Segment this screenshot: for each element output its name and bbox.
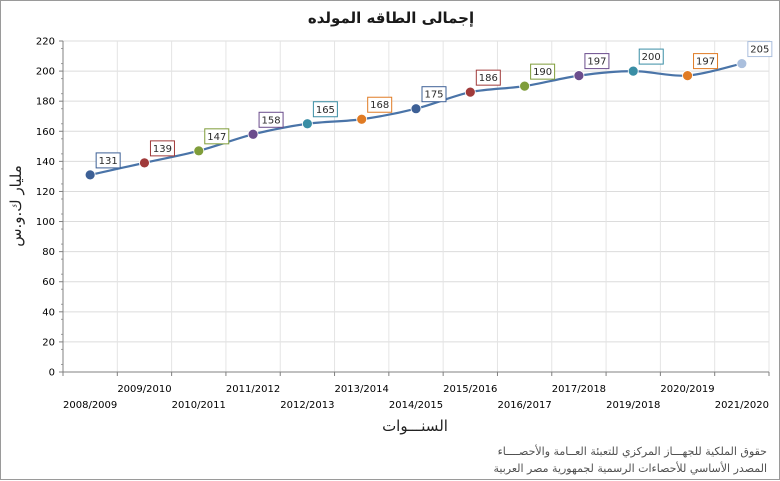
y-tick-label: 60 [42,277,55,288]
series [84,58,748,181]
data-point[interactable] [356,113,368,125]
x-axis-title: السنـــوات [382,417,448,435]
x-tick-label: 2009/2010 [117,384,171,395]
data-label-box [584,53,610,70]
source-note: المصدر الأساسي للأحصاءات الرسمية لجمهوري… [493,462,767,475]
data-label-box [367,96,393,113]
data-label: 131 [99,156,118,167]
data-label: 190 [533,67,552,78]
y-tick-label: 100 [36,217,55,228]
data-point[interactable] [84,169,96,181]
x-tick-label: 2021/2020 [715,400,769,411]
x-tick-label: 2011/2012 [226,384,280,395]
data-label: 197 [696,57,715,68]
data-point[interactable] [736,58,748,69]
x-tick-label: 2015/2016 [443,384,497,395]
x-tick-label: 2019/2018 [606,400,660,411]
data-label: 197 [587,57,606,68]
x-tick-label: 2012/2013 [280,400,334,411]
y-tick-label: 80 [42,247,55,258]
data-point[interactable] [519,80,531,92]
y-tick-label: 40 [42,307,55,318]
data-label-box [421,86,447,103]
data-label-box [693,53,719,70]
data-label: 186 [479,73,498,84]
data-label: 165 [316,105,335,116]
data-point[interactable] [464,86,476,98]
x-tick-label: 2017/2018 [552,384,606,395]
data-point[interactable] [627,65,639,77]
data-point[interactable] [682,70,693,82]
y-tick-label: 140 [36,157,55,168]
data-label: 205 [750,45,769,56]
copyright-note: حقوق الملكية للجهـــاز المركزي للتعبئة ا… [497,445,767,458]
x-tick-label: 2014/2015 [389,400,443,411]
data-label: 168 [370,100,389,111]
y-tick-label: 0 [49,368,55,379]
y-tick-label: 20 [42,337,55,348]
data-point[interactable] [573,70,585,82]
data-label-box [530,63,556,80]
y-tick-label: 120 [36,187,55,198]
data-point[interactable] [301,118,313,130]
data-label: 147 [207,132,226,143]
data-label: 200 [642,52,661,63]
data-point[interactable] [247,128,259,140]
data-label-box [475,69,501,86]
chart-title: إجمالى الطاقه المولده [308,9,474,27]
y-tick-label: 220 [36,37,55,48]
data-label-box [149,140,175,157]
y-axis-title: مليار ك.و.س [7,165,25,247]
data-label: 158 [262,115,281,126]
data-point[interactable] [193,145,205,157]
axes: 0204060801001201401601802002202008/20092… [36,37,770,411]
x-tick-label: 2008/2009 [63,400,117,411]
data-label-box [95,152,121,169]
y-tick-label: 160 [36,127,55,138]
y-tick-label: 180 [36,97,55,108]
x-tick-label: 2020/2019 [660,384,714,395]
data-label-box [747,41,773,58]
data-label-box [638,48,664,65]
data-labels: 131 139 147 158 165 168 175 186 190 197 200 197 205 [95,41,773,169]
x-tick-label: 2016/2017 [497,400,551,411]
data-label-box [258,111,284,128]
y-tick-label: 200 [36,67,55,78]
x-tick-label: 2013/2014 [335,384,389,395]
data-label-box [204,128,230,145]
x-tick-label: 2010/2011 [172,400,226,411]
data-label: 139 [153,144,172,155]
data-point[interactable] [139,157,150,169]
data-label-box [312,101,338,118]
data-label: 175 [424,90,443,101]
data-point[interactable] [410,103,422,115]
plot-area [62,40,770,373]
